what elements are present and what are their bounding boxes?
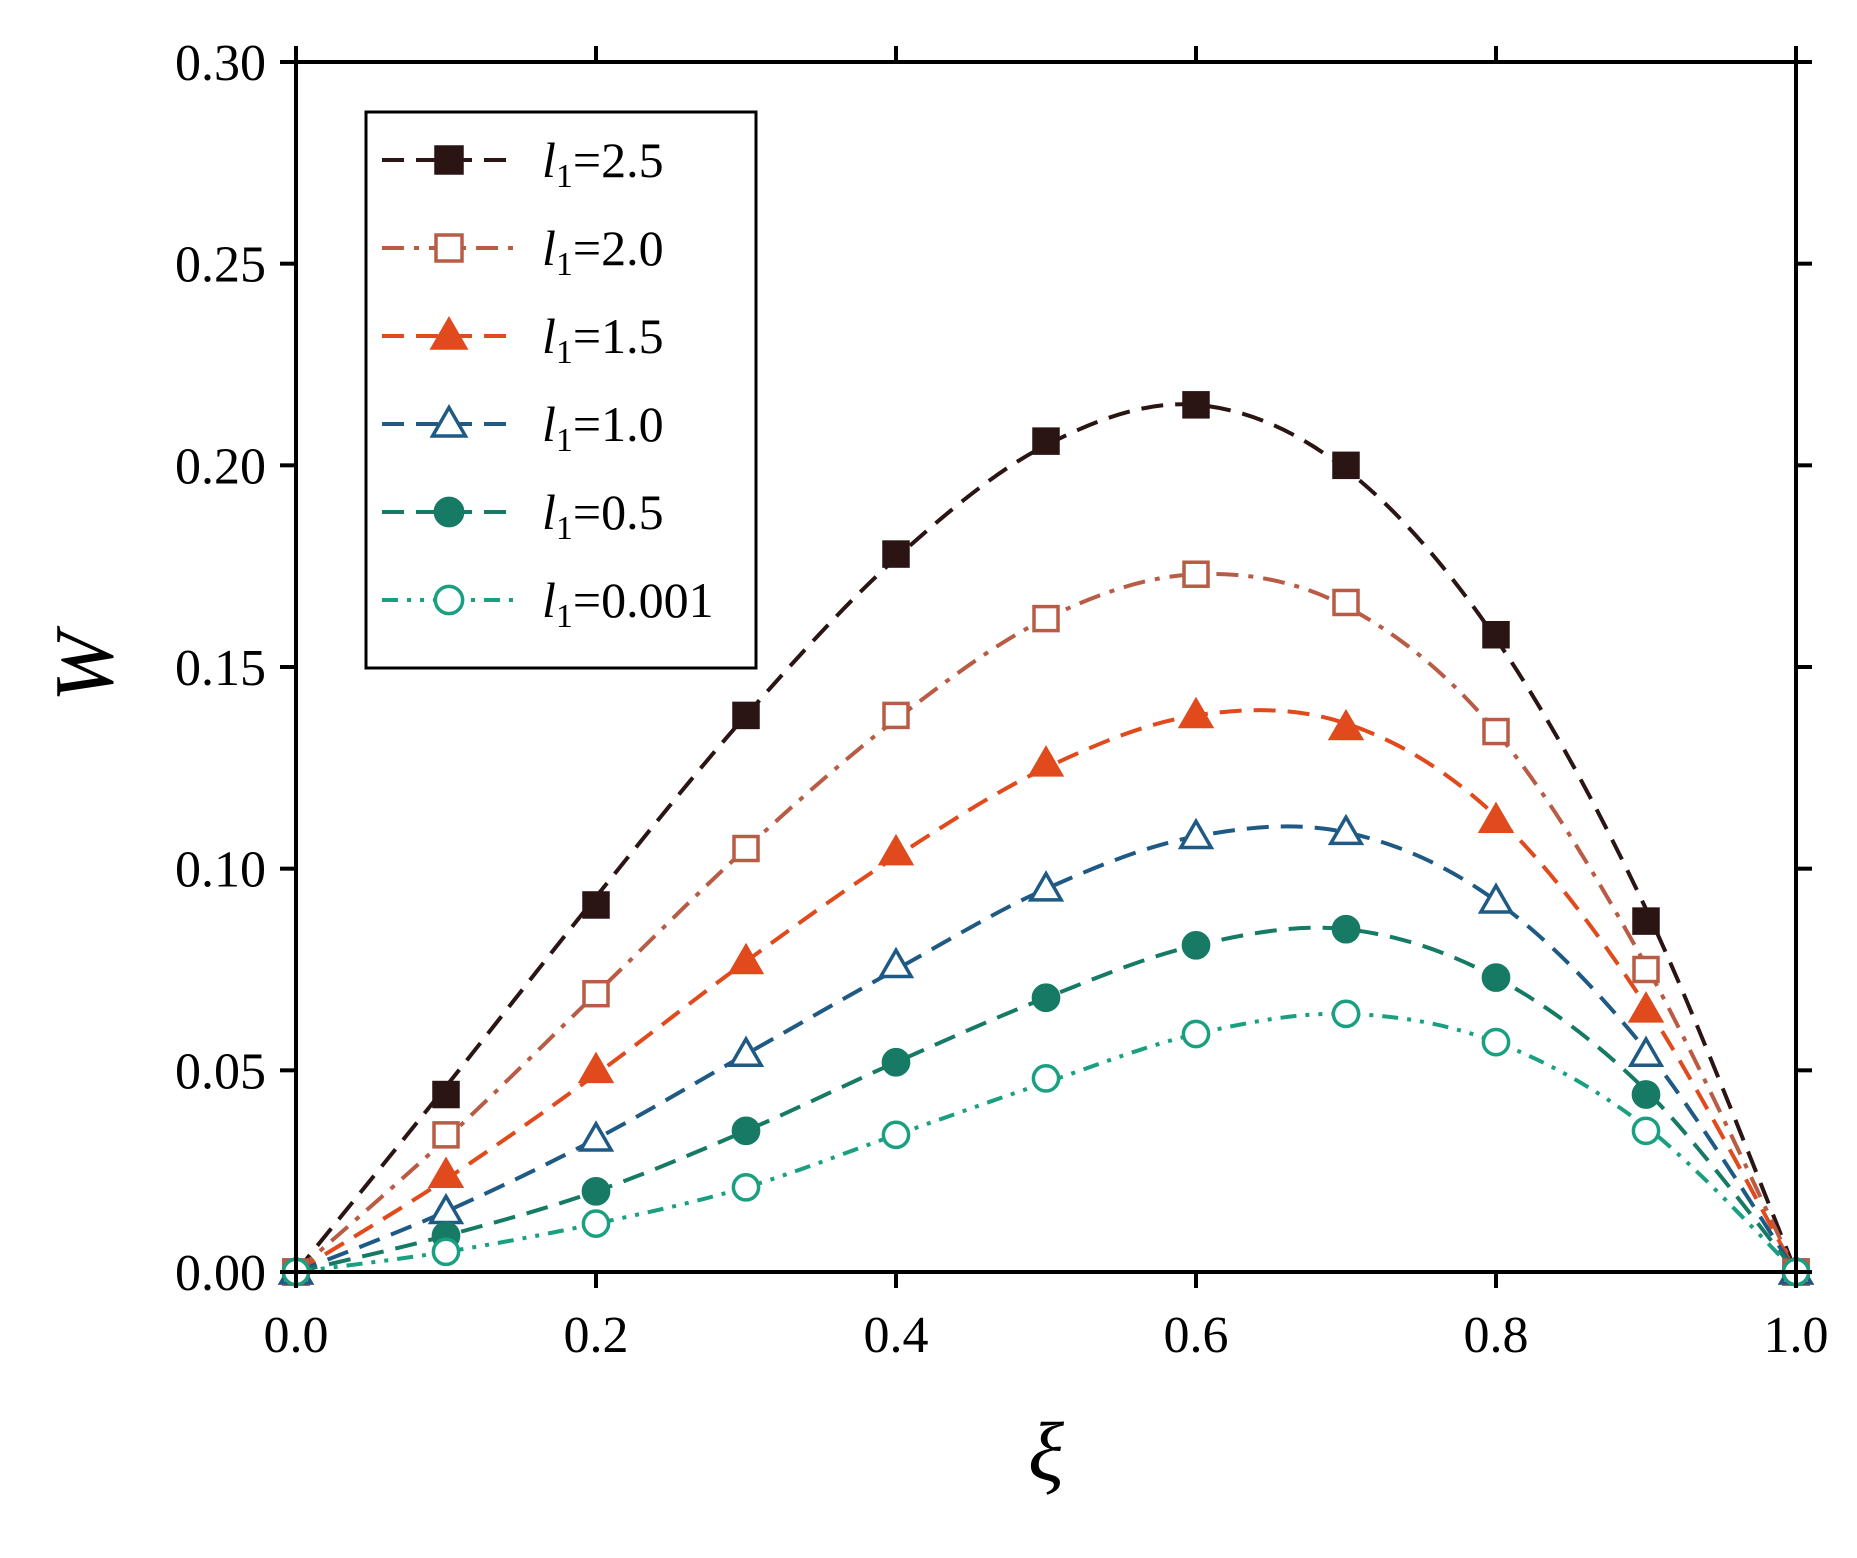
data-point xyxy=(577,1120,615,1152)
data-point xyxy=(581,1176,611,1206)
x-tick-label: 0.2 xyxy=(564,1307,629,1364)
data-point xyxy=(1182,391,1210,419)
axis-tick-labels: 0.0 0.2 0.4 0.6 0.8 1.0 0.00 0.05 0.10 0.15 0.20 0.… xyxy=(175,35,1829,1364)
x-tick-label: 0.8 xyxy=(1464,1307,1529,1364)
y-tick-label: 0.20 xyxy=(175,438,266,495)
y-tick-label: 0.15 xyxy=(175,640,266,697)
data-point xyxy=(1327,708,1365,741)
legend-marker xyxy=(433,496,465,528)
x-tick-label: 0.4 xyxy=(864,1307,929,1364)
data-point xyxy=(731,1172,761,1202)
data-point xyxy=(427,1156,465,1188)
legend-marker xyxy=(434,233,464,263)
plot-frame xyxy=(294,60,1798,1274)
legend: l1=2.5 l1=2.0 l1=1.5 l1=1.0 l1=0.5 l1=0.001 xyxy=(364,110,758,670)
data-point xyxy=(581,1209,611,1238)
y-tick-label: 0.00 xyxy=(175,1245,266,1302)
series-line xyxy=(295,925,1798,1274)
data-point xyxy=(1482,620,1510,649)
series-line xyxy=(294,708,1798,1274)
legend-label: l1=2.5 xyxy=(542,132,664,195)
data-point xyxy=(1032,427,1060,455)
data-point xyxy=(1332,451,1360,480)
legend-marker xyxy=(434,145,464,175)
data-point xyxy=(582,979,610,1008)
x-tick-label: 0.6 xyxy=(1164,1307,1229,1364)
data-point xyxy=(1031,1064,1061,1093)
data-point xyxy=(1477,801,1515,834)
data-point xyxy=(1331,999,1361,1029)
data-point xyxy=(1332,588,1360,617)
data-point xyxy=(1482,717,1510,746)
legend-box xyxy=(364,110,758,670)
data-point xyxy=(881,1047,911,1077)
data-point xyxy=(1627,991,1665,1023)
data-point xyxy=(1631,1116,1661,1146)
data-point xyxy=(1027,870,1065,902)
data-point xyxy=(1632,955,1660,984)
data-point xyxy=(1031,983,1061,1013)
data-point xyxy=(432,1080,460,1109)
data-point xyxy=(1631,1080,1661,1109)
data-point xyxy=(1181,930,1211,960)
data-point xyxy=(427,1192,465,1225)
data-point xyxy=(732,834,760,863)
data-point xyxy=(1627,1035,1665,1067)
data-point xyxy=(882,540,910,568)
y-axis-title: W xyxy=(38,625,131,702)
legend-marker xyxy=(433,584,465,616)
data-point xyxy=(1177,696,1215,729)
y-tick-label: 0.30 xyxy=(175,35,266,92)
data-point xyxy=(1481,1027,1511,1057)
data-point xyxy=(1181,1019,1211,1049)
x-axis-title: ξ xyxy=(1028,1406,1064,1499)
data-point xyxy=(1032,604,1060,633)
data-point xyxy=(727,942,765,975)
y-tick-label: 0.25 xyxy=(175,237,266,294)
series-line xyxy=(294,571,1798,1274)
data-point xyxy=(881,1120,911,1150)
data-point xyxy=(1327,813,1365,846)
series-line xyxy=(295,1011,1798,1274)
data-point xyxy=(1331,914,1361,944)
legend-label: l1=2.0 xyxy=(542,220,664,283)
data-point xyxy=(1027,745,1065,777)
data-point xyxy=(1632,907,1660,935)
y-tick-label: 0.10 xyxy=(175,842,266,899)
y-tick-label: 0.05 xyxy=(175,1043,266,1100)
data-point xyxy=(1481,963,1511,992)
x-tick-label: 0.0 xyxy=(264,1307,329,1364)
data-point xyxy=(877,946,915,979)
legend-label: l1=1.5 xyxy=(542,308,664,371)
data-point xyxy=(577,1051,615,1084)
data-point xyxy=(731,1116,761,1146)
legend-marker xyxy=(429,316,469,350)
x-tick-label: 1.0 xyxy=(1764,1307,1829,1364)
legend-label: l1=1.0 xyxy=(542,396,664,459)
data-point xyxy=(432,1121,460,1149)
data-point xyxy=(727,1035,765,1067)
data-point xyxy=(1477,882,1515,914)
data-point xyxy=(1177,817,1215,850)
axis-ticks xyxy=(280,46,1812,1288)
data-point xyxy=(582,891,610,919)
data-point xyxy=(431,1237,461,1267)
series-line xyxy=(295,824,1798,1274)
data-point xyxy=(1182,560,1210,588)
data-point xyxy=(882,701,910,730)
legend-label: l1=0.5 xyxy=(542,484,664,547)
legend-marker xyxy=(429,404,469,438)
legend-label: l1=0.001 xyxy=(542,572,714,635)
data-point xyxy=(732,701,760,730)
data-point xyxy=(877,833,915,866)
